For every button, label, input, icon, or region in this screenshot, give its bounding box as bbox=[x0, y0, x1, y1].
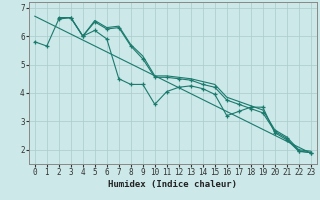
X-axis label: Humidex (Indice chaleur): Humidex (Indice chaleur) bbox=[108, 180, 237, 189]
